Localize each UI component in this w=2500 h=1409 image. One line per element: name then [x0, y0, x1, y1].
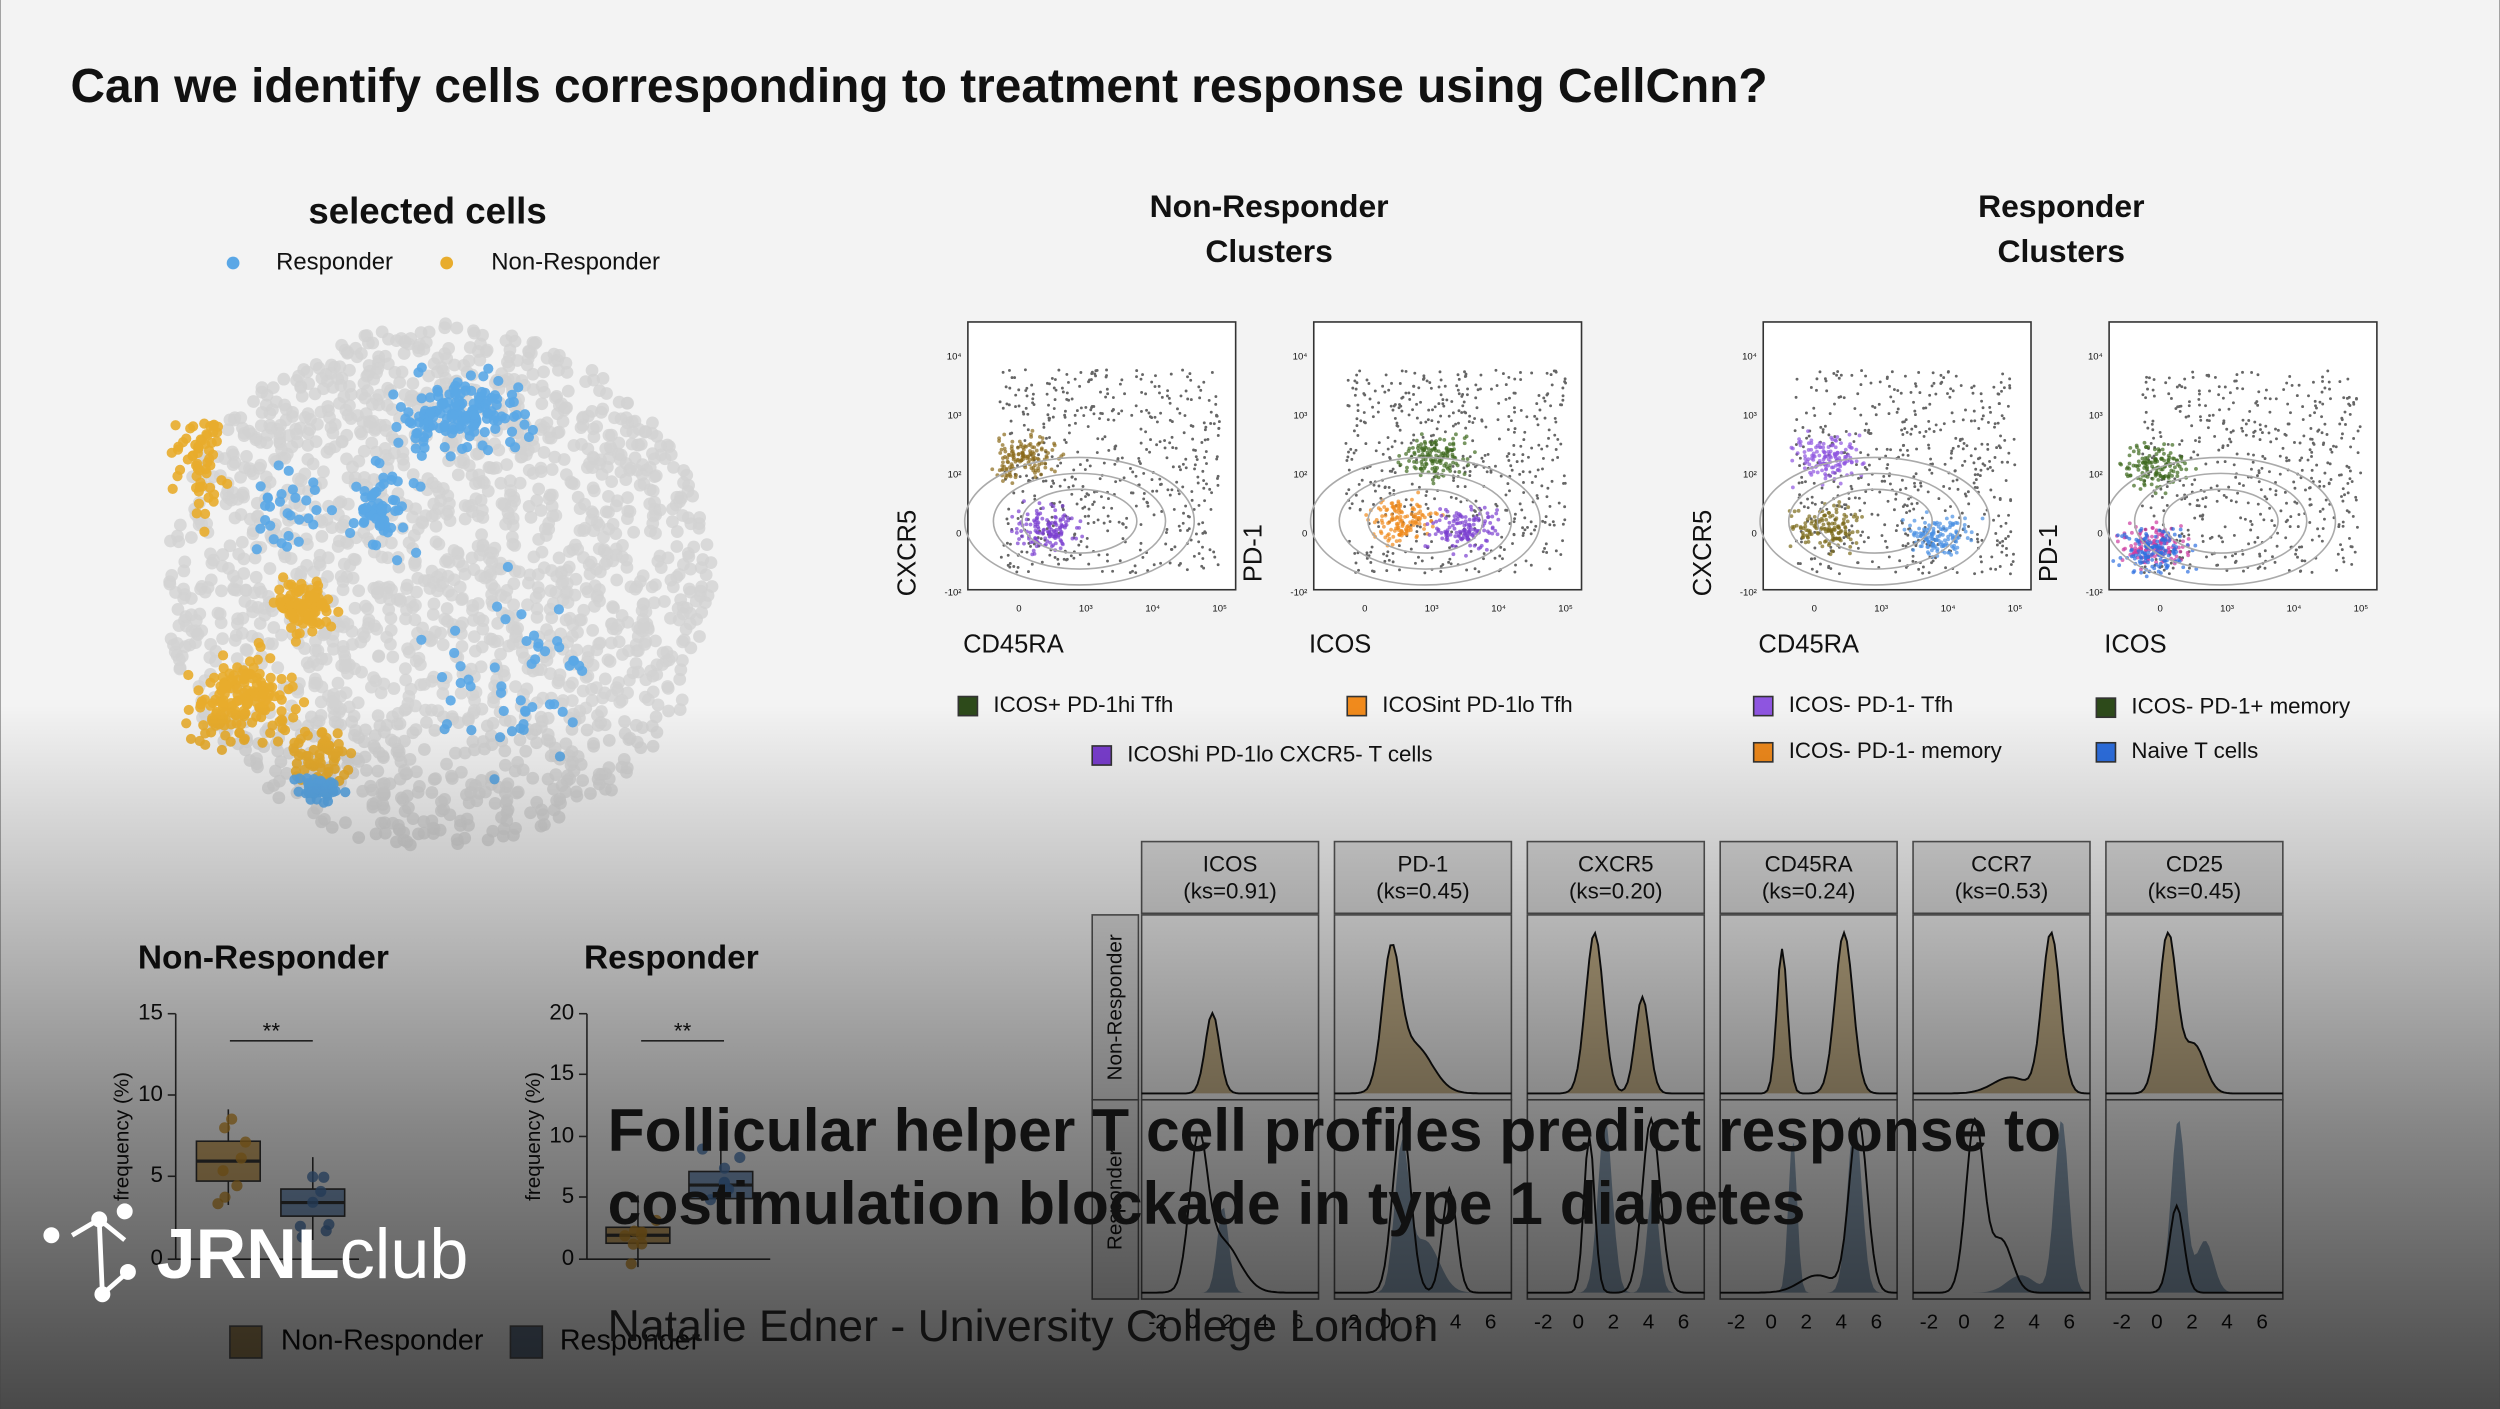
page: Can we identify cells corresponding to t…: [0, 0, 2500, 1409]
slide: Can we identify cells corresponding to t…: [0, 0, 2500, 1409]
